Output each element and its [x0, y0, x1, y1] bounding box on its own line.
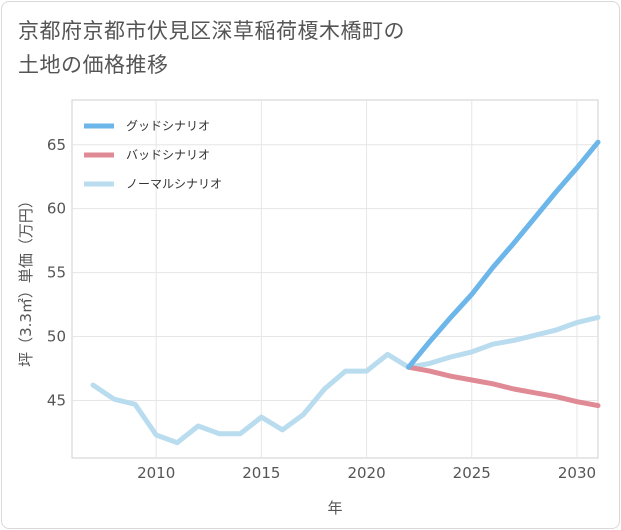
- y-tick-label: 60: [47, 200, 66, 218]
- y-axis-title: 坪（3.3㎡）単価（万円）: [17, 193, 35, 367]
- chart-title: 京都府京都市伏見区深草稲荷榎木橋町の 土地の価格推移: [18, 14, 405, 82]
- legend-label: バッドシナリオ: [126, 148, 210, 162]
- chart-title-line-2: 土地の価格推移: [18, 53, 169, 77]
- y-tick-label: 45: [47, 391, 66, 409]
- x-tick-label: 2030: [558, 464, 596, 482]
- x-tick-label: 2025: [453, 464, 491, 482]
- chart-title-line-1: 京都府京都市伏見区深草稲荷榎木橋町の: [18, 19, 405, 43]
- x-tick-label: 2015: [242, 464, 280, 482]
- y-tick-label: 50: [47, 328, 66, 346]
- grid-lines: [72, 100, 598, 458]
- plot-area: [71, 99, 599, 459]
- series-line-1: [406, 364, 601, 409]
- x-axis-title: 年: [327, 499, 342, 517]
- legend-label: ノーマルシナリオ: [126, 177, 222, 191]
- series-line-0: [406, 139, 601, 370]
- y-tick-label: 65: [47, 136, 66, 154]
- x-tick-label: 2020: [347, 464, 385, 482]
- legend-label: グッドシナリオ: [126, 119, 210, 133]
- series-lines: [90, 139, 601, 446]
- x-tick-label: 2010: [137, 464, 175, 482]
- series-line-2: [90, 314, 601, 446]
- axis-ticks: 2010 2015 2020 2025 2030 45 50 55 60 65: [47, 136, 596, 482]
- y-tick-label: 55: [47, 264, 66, 282]
